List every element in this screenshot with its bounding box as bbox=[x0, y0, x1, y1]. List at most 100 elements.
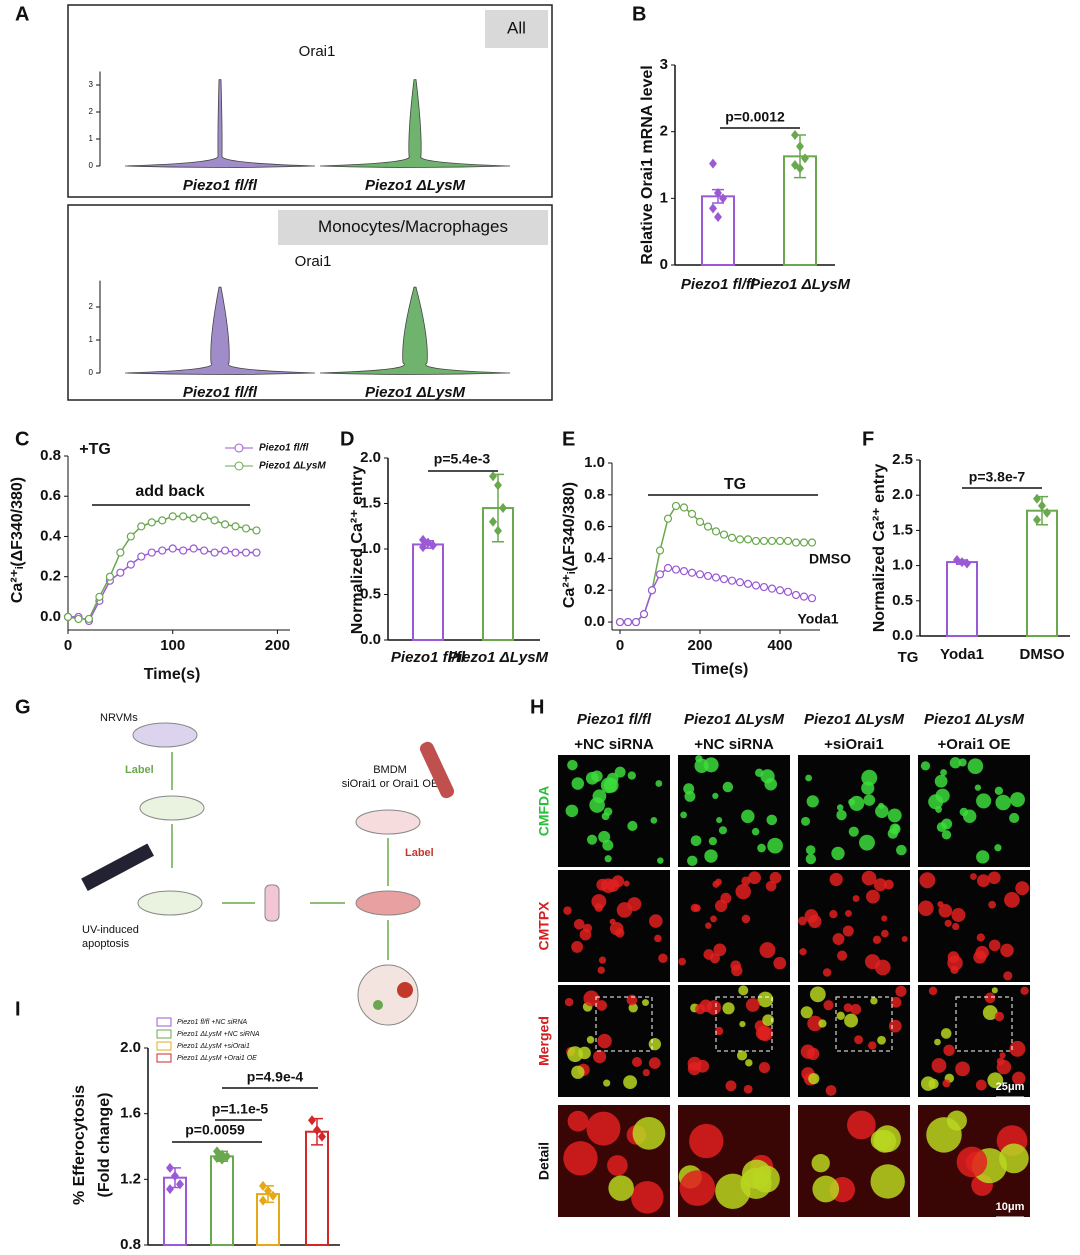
cell bbox=[708, 836, 718, 846]
data-point bbox=[719, 193, 727, 204]
y-axis-label: Normalized Ca²⁺ entry bbox=[871, 464, 888, 633]
cell bbox=[808, 1073, 820, 1085]
label: siOrai1 or Orai1 OE bbox=[342, 778, 439, 790]
cell bbox=[738, 985, 749, 996]
micrograph bbox=[918, 870, 1030, 982]
cell bbox=[657, 857, 664, 864]
data-point bbox=[74, 614, 83, 624]
y-tick-label: 1.0 bbox=[360, 540, 381, 557]
cell bbox=[940, 769, 947, 776]
cell bbox=[695, 755, 703, 763]
column-header: +Orai1 OE bbox=[938, 736, 1011, 753]
cell bbox=[807, 1015, 823, 1032]
bar bbox=[783, 155, 817, 266]
label: apoptosis bbox=[82, 938, 130, 950]
cell bbox=[571, 1065, 585, 1079]
cell bbox=[704, 849, 718, 863]
cell bbox=[805, 845, 816, 855]
cell bbox=[623, 880, 630, 887]
data-point bbox=[189, 514, 198, 523]
cell bbox=[881, 915, 888, 922]
violin bbox=[124, 79, 316, 168]
cell bbox=[571, 777, 585, 790]
data-point bbox=[767, 536, 777, 546]
cell bbox=[679, 1170, 716, 1206]
legend-label: Piezo1 ΔLysM +siOrai1 bbox=[177, 1043, 250, 1050]
cell bbox=[944, 919, 952, 927]
cell bbox=[627, 771, 636, 780]
cell bbox=[579, 928, 592, 941]
cell bbox=[883, 879, 894, 890]
data-point bbox=[799, 538, 809, 547]
bone bbox=[419, 741, 455, 799]
data-point bbox=[655, 546, 665, 555]
cell bbox=[994, 844, 1002, 852]
cell bbox=[714, 1026, 724, 1036]
cell bbox=[895, 985, 907, 997]
subtitle: Monocytes/Macrophages bbox=[318, 217, 508, 236]
panel-frame bbox=[67, 4, 553, 198]
cell bbox=[805, 774, 813, 782]
data-point bbox=[313, 1125, 321, 1136]
cell bbox=[739, 1020, 746, 1028]
cell bbox=[873, 878, 887, 892]
cell bbox=[868, 1041, 877, 1050]
data-point bbox=[318, 1131, 326, 1142]
y-tick-label: 0.6 bbox=[40, 487, 61, 504]
y-tick-label: 0 bbox=[660, 256, 668, 273]
cell bbox=[952, 922, 960, 931]
data-point bbox=[137, 552, 146, 561]
cell bbox=[991, 987, 998, 994]
data-point bbox=[1033, 493, 1041, 504]
cell bbox=[766, 814, 778, 826]
cell bbox=[583, 990, 600, 1007]
legend-swatch bbox=[156, 1041, 172, 1051]
cell bbox=[941, 830, 952, 840]
x-tick-label: DMSO bbox=[1020, 646, 1065, 663]
x-tick-label: 200 bbox=[265, 637, 290, 654]
panel-h: H Piezo1 fl/fl +NC siRNA Piezo1 ΔLysM +NC s… bbox=[530, 696, 1030, 1220]
cell bbox=[920, 1076, 936, 1091]
data-point bbox=[241, 548, 251, 557]
cell bbox=[1004, 892, 1020, 908]
cell bbox=[887, 828, 899, 839]
y-tick-label: 0.0 bbox=[40, 608, 61, 625]
cell bbox=[616, 902, 633, 918]
cell bbox=[969, 873, 977, 881]
cell bbox=[940, 1028, 952, 1039]
cell bbox=[762, 1014, 774, 1026]
data-point bbox=[767, 584, 777, 593]
series-line bbox=[68, 547, 257, 622]
y-tick-label: 0.5 bbox=[360, 585, 381, 602]
cell bbox=[975, 1079, 987, 1091]
series-label: DMSO bbox=[809, 551, 851, 567]
cell bbox=[735, 883, 751, 900]
cell bbox=[743, 1084, 753, 1094]
cell bbox=[563, 906, 572, 915]
cell bbox=[650, 817, 658, 824]
cell bbox=[596, 1000, 608, 1011]
legend-label: Piezo1 fl/fl +NC siRNA bbox=[177, 1019, 248, 1026]
data-point bbox=[695, 517, 705, 526]
cell bbox=[767, 837, 783, 854]
y-tick-label: 2.5 bbox=[892, 451, 913, 468]
cell bbox=[887, 808, 902, 823]
data-point bbox=[158, 546, 167, 555]
legend-swatch bbox=[156, 1053, 172, 1063]
cell bbox=[832, 933, 845, 946]
panel-letter: C bbox=[15, 428, 29, 450]
cell bbox=[373, 1000, 383, 1010]
cell bbox=[573, 918, 585, 930]
cell bbox=[956, 1146, 988, 1178]
cell bbox=[967, 758, 984, 774]
cell bbox=[829, 872, 843, 887]
uv-lamp bbox=[81, 843, 154, 892]
data-point bbox=[168, 512, 177, 521]
cell bbox=[863, 794, 876, 806]
cell bbox=[812, 1175, 840, 1203]
p-value: p=3.8e-7 bbox=[969, 469, 1026, 485]
cell bbox=[875, 804, 889, 818]
y-tick-label: 0.8 bbox=[120, 1236, 141, 1253]
cell bbox=[684, 790, 696, 802]
